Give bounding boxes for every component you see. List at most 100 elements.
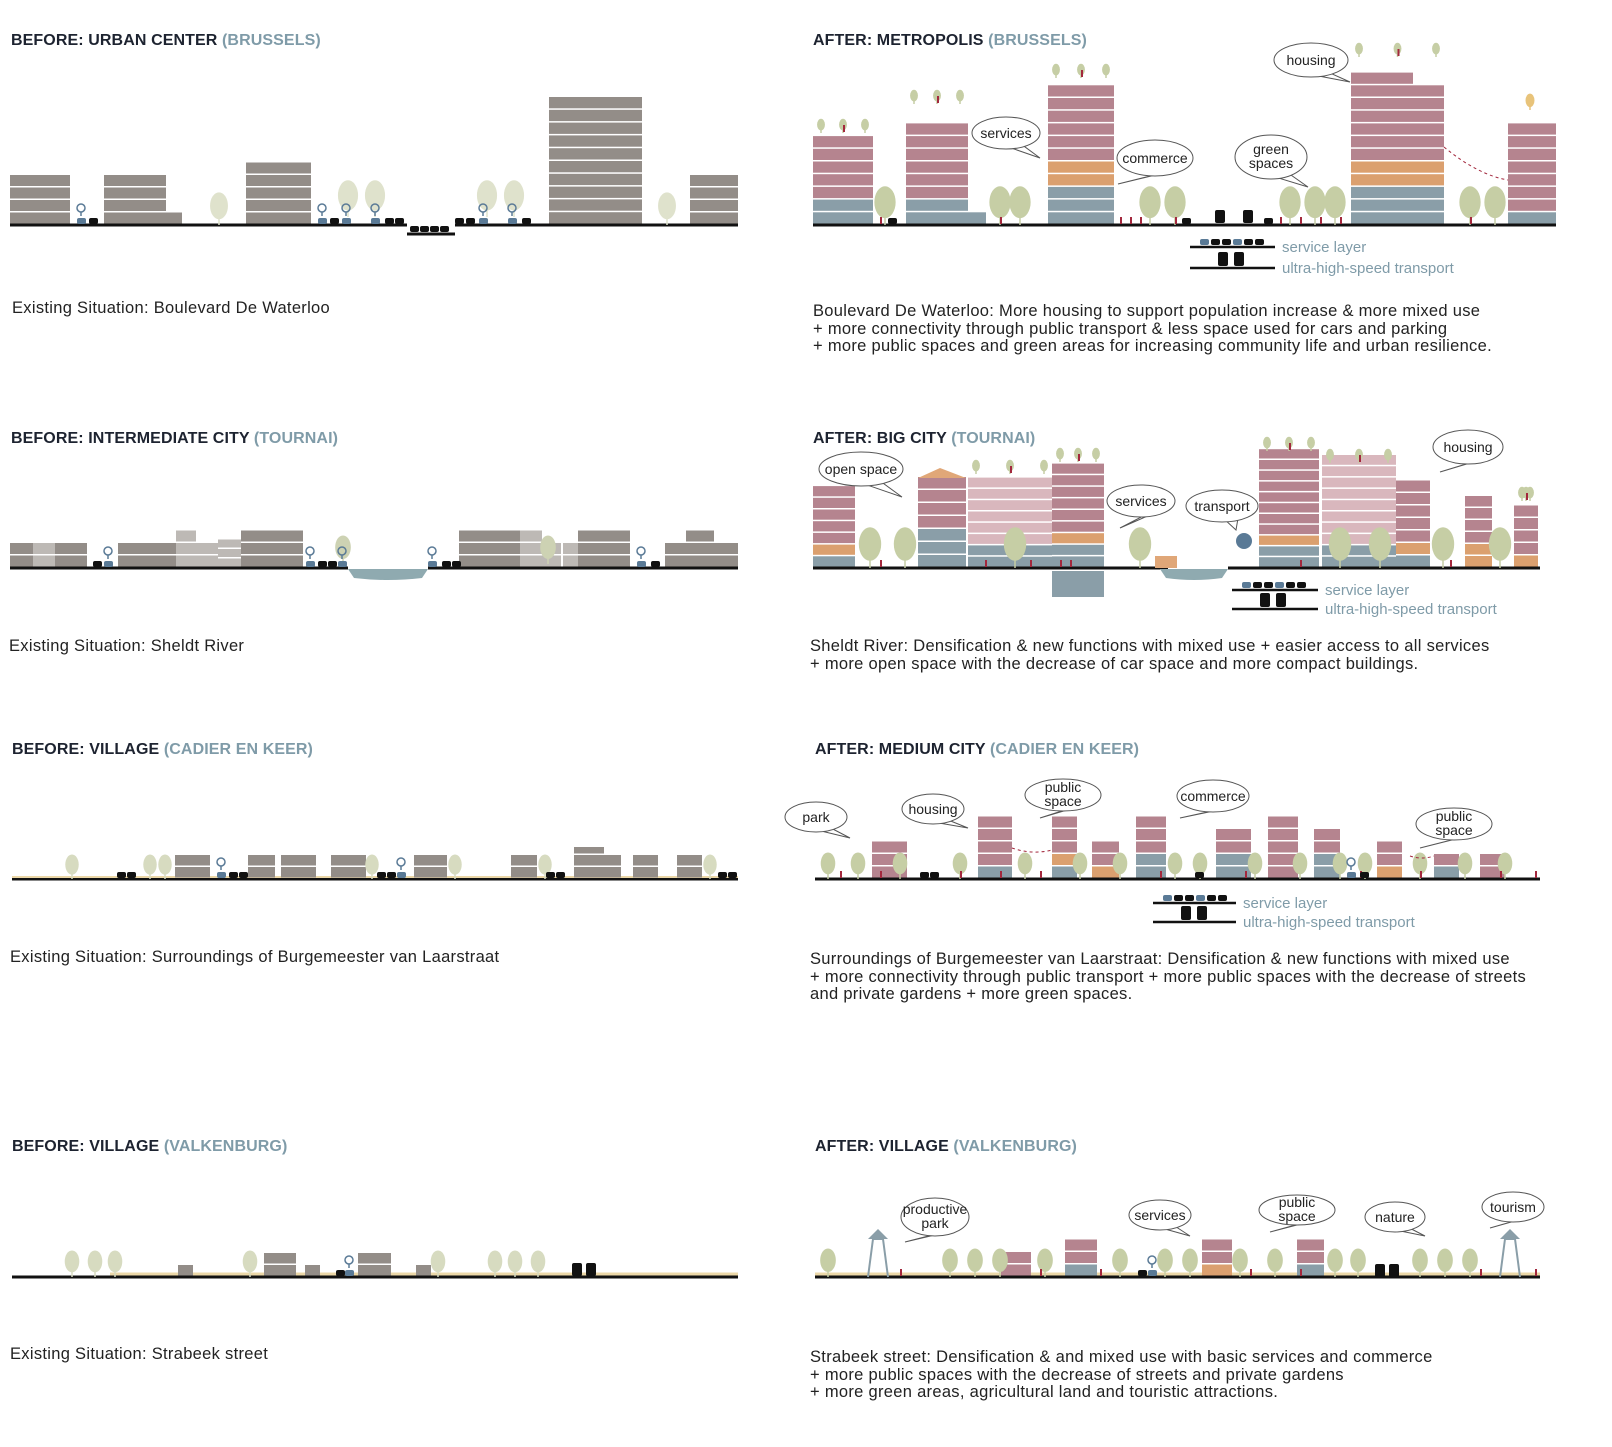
tree-icon [538, 854, 552, 879]
person-icon [840, 871, 842, 878]
speech-bubble: open space [818, 451, 904, 498]
building [459, 530, 521, 567]
building [1268, 816, 1298, 878]
building [1508, 123, 1556, 224]
building-floor [1048, 212, 1114, 224]
building-floor [690, 212, 738, 224]
building [574, 855, 621, 878]
building-floor [1480, 854, 1505, 865]
building [1202, 1239, 1232, 1276]
car-icon [1148, 1270, 1157, 1276]
building-floor [813, 544, 855, 555]
building-floor [1508, 136, 1556, 148]
speech-bubble: services [971, 116, 1041, 159]
building-floor [549, 135, 642, 147]
parking-pin-icon [370, 203, 380, 216]
tree-icon [1432, 42, 1440, 57]
person-icon [1160, 871, 1162, 878]
tree-crown [952, 852, 968, 875]
pin-head [344, 1255, 354, 1265]
person-icon [1120, 217, 1122, 224]
tree-icon [1128, 527, 1152, 568]
building [677, 855, 702, 878]
bubble-body [1481, 1191, 1545, 1223]
building-floor [218, 539, 241, 548]
speech-bubble: transport [1185, 489, 1259, 531]
tree-crown [242, 1250, 258, 1273]
building-floor [1322, 511, 1396, 522]
building-floor [813, 556, 855, 567]
bubble-body [1176, 779, 1250, 813]
car-icon [1360, 872, 1369, 878]
tree-crown [1247, 852, 1263, 875]
tree-crown [1457, 852, 1473, 875]
building-floor [176, 543, 196, 554]
building [1514, 505, 1538, 567]
building-floor [813, 486, 855, 497]
tree-crown [210, 192, 228, 220]
person-icon [1535, 871, 1537, 878]
transport-legend: service layer ultra-high-speed transport [1190, 239, 1455, 277]
person-icon [1081, 70, 1083, 77]
building-floor [1052, 475, 1104, 486]
person-icon [1300, 560, 1302, 567]
tree-icon [658, 192, 676, 225]
legend-high-speed-transport: ultra-high-speed transport [1325, 601, 1498, 618]
building [1136, 816, 1166, 878]
tree-crown [87, 1250, 103, 1273]
tree-icon [942, 1248, 958, 1277]
building-floor [1048, 186, 1114, 199]
tree-icon [107, 1250, 123, 1277]
car-icon [930, 872, 939, 878]
building-floor [246, 212, 311, 224]
caption-before-tournai: Existing Situation: Sheldt River [9, 637, 244, 656]
tree-icon [892, 852, 908, 879]
tree-icon [956, 89, 964, 104]
bubble-body [1106, 484, 1176, 518]
title-place: (TOURNAI) [253, 430, 339, 447]
person-icon [880, 871, 882, 878]
tree-crown [538, 854, 552, 875]
building-floor [633, 855, 658, 866]
building [1351, 85, 1444, 224]
building [264, 1253, 296, 1276]
title-place: (BRUSSELS) [988, 32, 1087, 49]
tree-crown [107, 1250, 123, 1273]
building-floor [1052, 510, 1104, 521]
tree-crown [1292, 852, 1308, 875]
building-floor [813, 199, 873, 211]
building [549, 97, 642, 224]
tree-icon [1384, 448, 1392, 463]
car-icon [1244, 239, 1253, 245]
tree-crown [817, 118, 825, 131]
tower-roof [868, 1229, 888, 1239]
person-icon [1289, 443, 1291, 450]
building-floor [305, 1265, 320, 1276]
building-floor [978, 841, 1012, 853]
tree-icon [143, 854, 157, 879]
car-icon [385, 218, 394, 224]
building-floor [978, 866, 1012, 878]
caption-line: and private gardens + more green spaces. [810, 985, 1133, 1003]
building-floor [1297, 1239, 1324, 1251]
building-floor [1377, 841, 1402, 853]
tree-icon [1368, 527, 1392, 568]
building-floor [1259, 524, 1319, 535]
person-icon [1175, 217, 1177, 224]
building-floor [1259, 557, 1319, 567]
person-icon [1040, 1269, 1042, 1276]
caption-line: + more green areas, agricultural land an… [810, 1383, 1279, 1401]
person-icon [1450, 560, 1452, 567]
building-floor [918, 490, 966, 502]
building-floor [1001, 1264, 1031, 1276]
building-floor [1465, 556, 1492, 567]
building-floor [246, 187, 311, 199]
building-floor [104, 175, 166, 186]
speech-bubble: services [1128, 1199, 1192, 1237]
train-icon [1276, 593, 1286, 607]
building-floor [574, 847, 604, 854]
building-floor [1048, 148, 1114, 160]
tree-crown [507, 1250, 523, 1273]
parking-pin-icon [478, 203, 488, 216]
person-icon [1000, 217, 1002, 224]
